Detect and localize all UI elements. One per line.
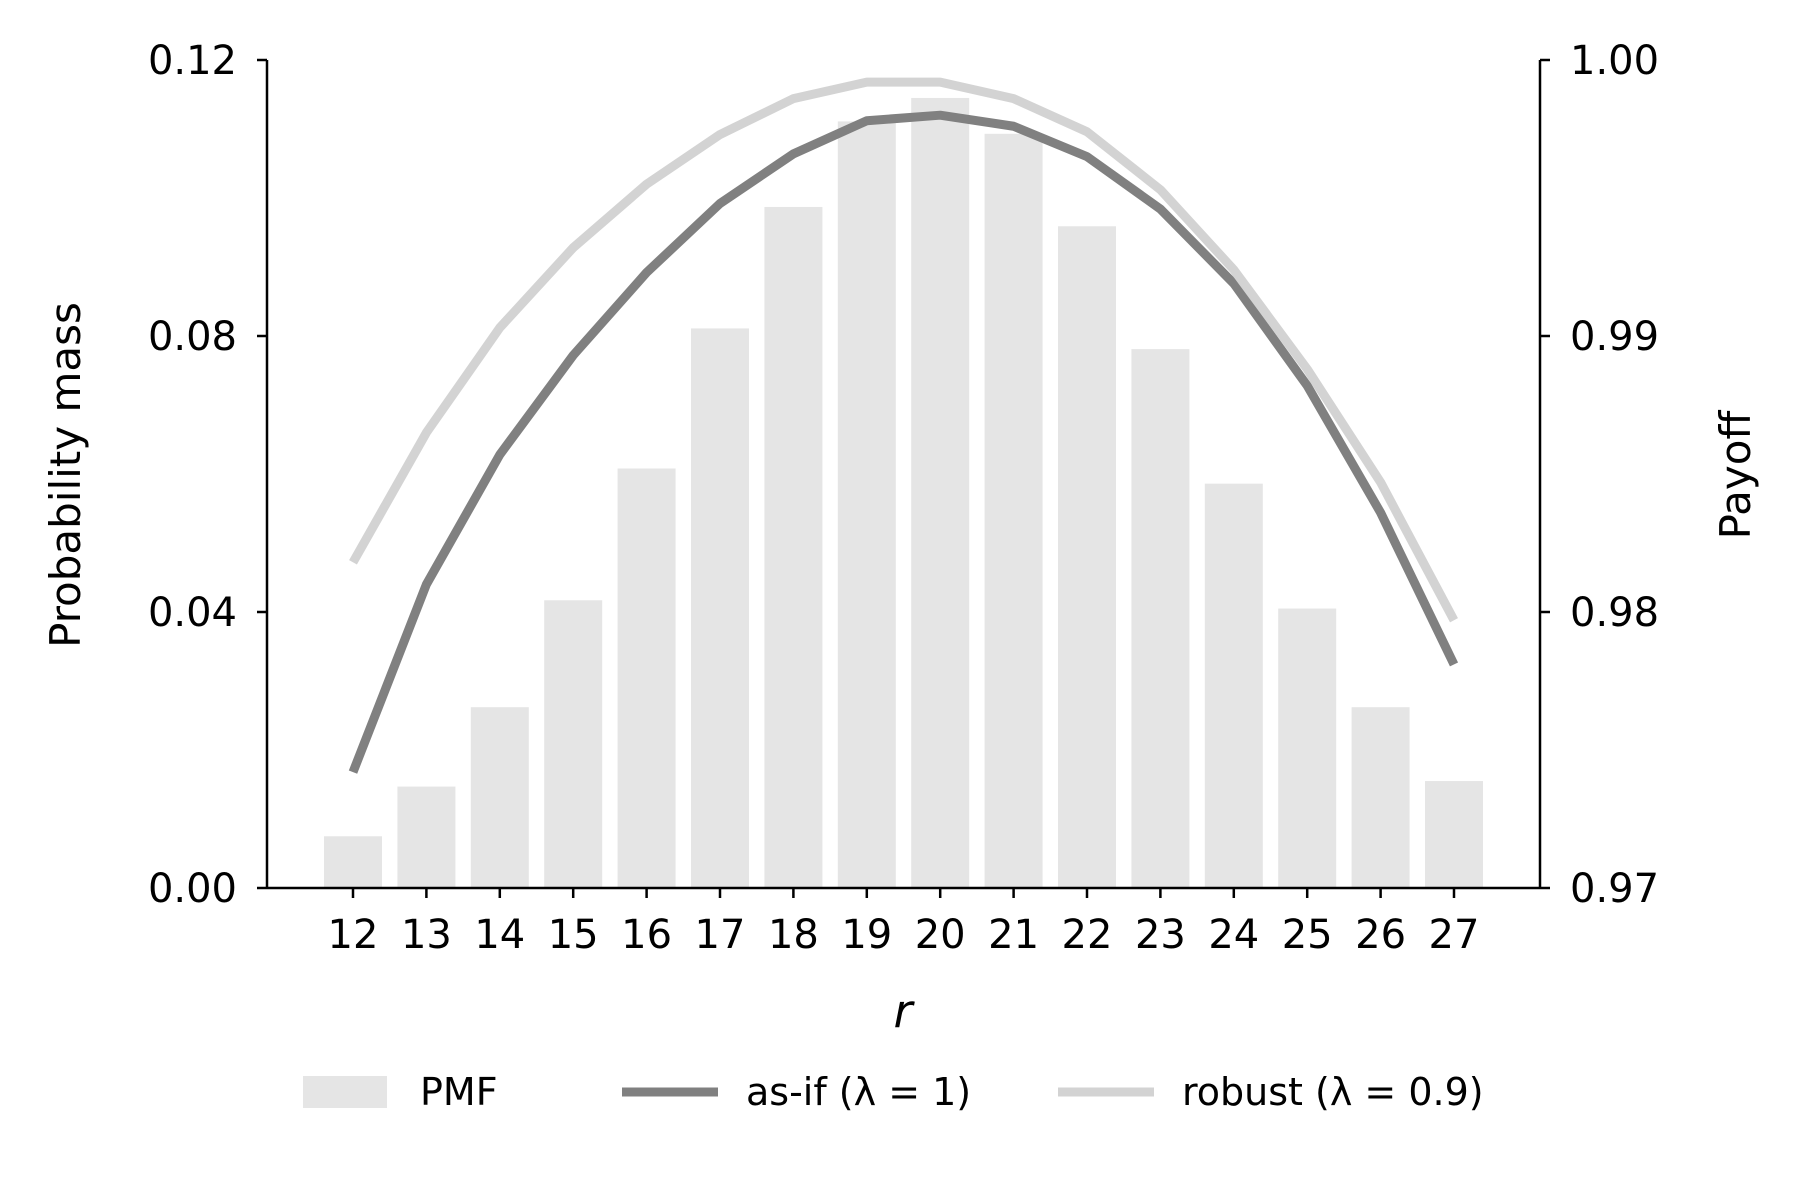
x-tick-label: 22 (1062, 912, 1113, 958)
y-axis-label-left: Probability mass (41, 302, 90, 648)
x-tick-label: 14 (474, 912, 525, 958)
x-tick-label: 18 (768, 912, 819, 958)
x-tick-label: 17 (695, 912, 746, 958)
right-y-ticks: 0.97 0.98 0.99 1.00 (1540, 38, 1659, 912)
legend-robust-label: robust (λ = 0.9) (1182, 1070, 1484, 1114)
pmf-bar-12 (324, 836, 382, 888)
legend-pmf-swatch (303, 1076, 387, 1108)
pmf-bar-18 (764, 206, 823, 889)
x-tick-label: 13 (401, 912, 452, 958)
as-if-line (348, 110, 1459, 774)
x-ticks: 12 13 14 15 16 17 18 19 20 21 22 23 24 25 26 27 (328, 888, 1480, 958)
pmf-bar-17 (691, 328, 749, 888)
legend-as-if-label: as-if (λ = 1) (746, 1070, 971, 1114)
left-tick-label: 0.08 (148, 314, 237, 360)
x-axis-label: r (894, 984, 916, 1038)
left-tick-label: 0.00 (148, 866, 237, 912)
payoff-lines (348, 77, 1459, 774)
x-tick-label: 27 (1429, 912, 1480, 958)
pmf-bar-20 (911, 97, 970, 888)
pmf-bar-15 (544, 600, 603, 888)
pmf-bar-22 (1058, 226, 1116, 889)
pmf-bar-27 (1425, 781, 1483, 888)
x-tick-label: 19 (841, 912, 892, 958)
pmf-bar-23 (1131, 349, 1190, 888)
y-axis-label-right: Payoff (1711, 410, 1760, 540)
x-tick-label: 26 (1355, 912, 1406, 958)
left-tick-label: 0.12 (148, 38, 237, 84)
robust-line (349, 77, 1458, 623)
x-tick-label: 21 (988, 912, 1039, 958)
pmf-bar-21 (984, 133, 1043, 888)
left-y-ticks: 0.00 0.04 0.08 0.12 (148, 38, 267, 912)
x-tick-label: 24 (1208, 912, 1259, 958)
pmf-bar-24 (1204, 483, 1263, 888)
pmf-bars (324, 97, 1483, 889)
x-tick-label: 25 (1282, 912, 1333, 958)
right-tick-label: 1.00 (1570, 38, 1659, 84)
x-tick-label: 16 (621, 912, 672, 958)
pmf-bar-26 (1351, 707, 1410, 888)
x-tick-label: 12 (328, 912, 379, 958)
legend: PMF as-if (λ = 1) robust (λ = 0.9) (303, 1070, 1484, 1114)
right-tick-label: 0.99 (1570, 314, 1659, 360)
x-tick-label: 20 (915, 912, 966, 958)
right-tick-label: 0.98 (1570, 590, 1659, 636)
x-tick-label: 15 (548, 912, 599, 958)
pmf-bar-13 (397, 786, 456, 888)
right-tick-label: 0.97 (1570, 866, 1659, 912)
pmf-bar-14 (470, 707, 529, 888)
x-tick-label: 23 (1135, 912, 1186, 958)
pmf-bar-16 (617, 468, 676, 888)
pmf-bar-25 (1278, 608, 1337, 888)
left-tick-label: 0.04 (148, 590, 237, 636)
pmf-bar-19 (837, 121, 896, 888)
legend-pmf-label: PMF (420, 1070, 498, 1114)
